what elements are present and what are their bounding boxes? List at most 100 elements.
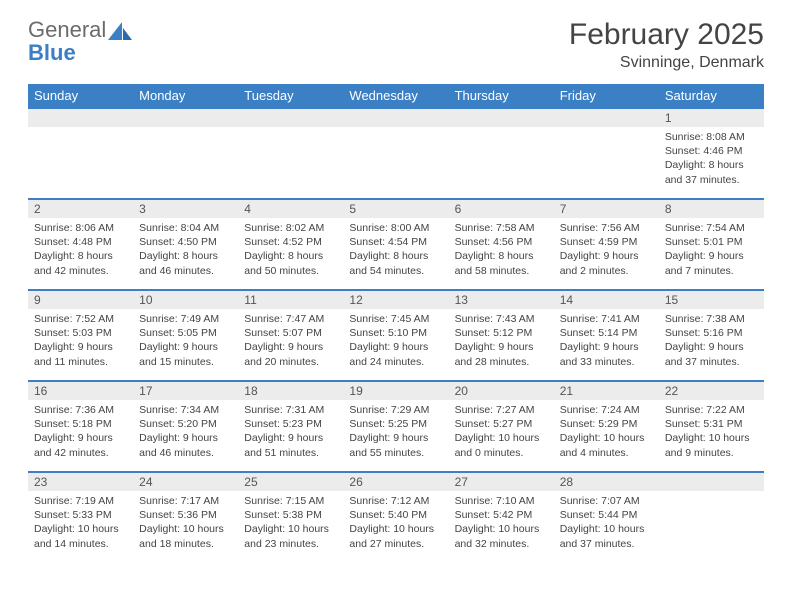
sunrise-text: Sunrise: 7:29 AM bbox=[349, 403, 442, 417]
day-cell: 28Sunrise: 7:07 AMSunset: 5:44 PMDayligh… bbox=[554, 472, 659, 563]
daylight-text: Daylight: 9 hours and 42 minutes. bbox=[34, 431, 127, 459]
daylight-text: Daylight: 10 hours and 37 minutes. bbox=[560, 522, 653, 550]
sunrise-text: Sunrise: 7:52 AM bbox=[34, 312, 127, 326]
sunset-text: Sunset: 5:29 PM bbox=[560, 417, 653, 431]
sunset-text: Sunset: 5:07 PM bbox=[244, 326, 337, 340]
sunrise-text: Sunrise: 7:34 AM bbox=[139, 403, 232, 417]
day-body: Sunrise: 7:19 AMSunset: 5:33 PMDaylight:… bbox=[28, 491, 133, 555]
week-row: 1Sunrise: 8:08 AMSunset: 4:46 PMDaylight… bbox=[28, 108, 764, 199]
daylight-text: Daylight: 9 hours and 15 minutes. bbox=[139, 340, 232, 368]
day-body: Sunrise: 7:36 AMSunset: 5:18 PMDaylight:… bbox=[28, 400, 133, 464]
day-cell: 9Sunrise: 7:52 AMSunset: 5:03 PMDaylight… bbox=[28, 290, 133, 381]
day-number: 24 bbox=[133, 473, 238, 491]
sunrise-text: Sunrise: 7:27 AM bbox=[455, 403, 548, 417]
day-body: Sunrise: 7:10 AMSunset: 5:42 PMDaylight:… bbox=[449, 491, 554, 555]
daylight-text: Daylight: 8 hours and 46 minutes. bbox=[139, 249, 232, 277]
day-cell: 2Sunrise: 8:06 AMSunset: 4:48 PMDaylight… bbox=[28, 199, 133, 290]
day-body bbox=[659, 491, 764, 551]
sunrise-text: Sunrise: 8:04 AM bbox=[139, 221, 232, 235]
sunset-text: Sunset: 5:16 PM bbox=[665, 326, 758, 340]
daylight-text: Daylight: 9 hours and 20 minutes. bbox=[244, 340, 337, 368]
day-body: Sunrise: 7:43 AMSunset: 5:12 PMDaylight:… bbox=[449, 309, 554, 373]
week-row: 16Sunrise: 7:36 AMSunset: 5:18 PMDayligh… bbox=[28, 381, 764, 472]
day-number bbox=[28, 109, 133, 127]
header: General Blue February 2025 Svinninge, De… bbox=[28, 18, 764, 72]
day-cell: 8Sunrise: 7:54 AMSunset: 5:01 PMDaylight… bbox=[659, 199, 764, 290]
daylight-text: Daylight: 10 hours and 23 minutes. bbox=[244, 522, 337, 550]
calendar-table: Sunday Monday Tuesday Wednesday Thursday… bbox=[28, 84, 764, 563]
day-body: Sunrise: 7:56 AMSunset: 4:59 PMDaylight:… bbox=[554, 218, 659, 282]
sunset-text: Sunset: 5:33 PM bbox=[34, 508, 127, 522]
dayhead-mon: Monday bbox=[133, 84, 238, 108]
daylight-text: Daylight: 9 hours and 55 minutes. bbox=[349, 431, 442, 459]
day-body bbox=[28, 127, 133, 187]
sunset-text: Sunset: 5:42 PM bbox=[455, 508, 548, 522]
dayhead-thu: Thursday bbox=[449, 84, 554, 108]
dayhead-sat: Saturday bbox=[659, 84, 764, 108]
day-cell bbox=[449, 108, 554, 199]
sunset-text: Sunset: 4:54 PM bbox=[349, 235, 442, 249]
day-body bbox=[343, 127, 448, 187]
sunrise-text: Sunrise: 7:49 AM bbox=[139, 312, 232, 326]
day-cell: 14Sunrise: 7:41 AMSunset: 5:14 PMDayligh… bbox=[554, 290, 659, 381]
daylight-text: Daylight: 9 hours and 28 minutes. bbox=[455, 340, 548, 368]
day-cell bbox=[659, 472, 764, 563]
day-number: 23 bbox=[28, 473, 133, 491]
sunset-text: Sunset: 5:44 PM bbox=[560, 508, 653, 522]
day-number: 25 bbox=[238, 473, 343, 491]
day-body: Sunrise: 7:31 AMSunset: 5:23 PMDaylight:… bbox=[238, 400, 343, 464]
sunrise-text: Sunrise: 7:38 AM bbox=[665, 312, 758, 326]
day-body: Sunrise: 7:22 AMSunset: 5:31 PMDaylight:… bbox=[659, 400, 764, 464]
sunrise-text: Sunrise: 7:45 AM bbox=[349, 312, 442, 326]
daylight-text: Daylight: 10 hours and 27 minutes. bbox=[349, 522, 442, 550]
day-body: Sunrise: 7:41 AMSunset: 5:14 PMDaylight:… bbox=[554, 309, 659, 373]
day-cell: 18Sunrise: 7:31 AMSunset: 5:23 PMDayligh… bbox=[238, 381, 343, 472]
daylight-text: Daylight: 10 hours and 14 minutes. bbox=[34, 522, 127, 550]
dayhead-tue: Tuesday bbox=[238, 84, 343, 108]
month-title: February 2025 bbox=[569, 18, 764, 52]
sunrise-text: Sunrise: 7:07 AM bbox=[560, 494, 653, 508]
day-body: Sunrise: 7:17 AMSunset: 5:36 PMDaylight:… bbox=[133, 491, 238, 555]
day-body: Sunrise: 7:07 AMSunset: 5:44 PMDaylight:… bbox=[554, 491, 659, 555]
sunrise-text: Sunrise: 7:12 AM bbox=[349, 494, 442, 508]
day-cell: 20Sunrise: 7:27 AMSunset: 5:27 PMDayligh… bbox=[449, 381, 554, 472]
day-number: 12 bbox=[343, 291, 448, 309]
logo-text-block: General Blue bbox=[28, 18, 132, 64]
day-number: 10 bbox=[133, 291, 238, 309]
daylight-text: Daylight: 8 hours and 42 minutes. bbox=[34, 249, 127, 277]
logo-word2: Blue bbox=[28, 41, 132, 64]
sunset-text: Sunset: 5:14 PM bbox=[560, 326, 653, 340]
day-body bbox=[238, 127, 343, 187]
dayhead-wed: Wednesday bbox=[343, 84, 448, 108]
day-cell: 25Sunrise: 7:15 AMSunset: 5:38 PMDayligh… bbox=[238, 472, 343, 563]
day-number: 18 bbox=[238, 382, 343, 400]
day-cell: 7Sunrise: 7:56 AMSunset: 4:59 PMDaylight… bbox=[554, 199, 659, 290]
sunrise-text: Sunrise: 7:31 AM bbox=[244, 403, 337, 417]
day-cell: 10Sunrise: 7:49 AMSunset: 5:05 PMDayligh… bbox=[133, 290, 238, 381]
sunrise-text: Sunrise: 7:15 AM bbox=[244, 494, 337, 508]
sunset-text: Sunset: 5:03 PM bbox=[34, 326, 127, 340]
day-cell: 15 Sunrise: 7:38 AMSunset: 5:16 PMDayligh… bbox=[659, 290, 764, 381]
day-number: 15 bbox=[659, 291, 764, 309]
calendar-body: 1Sunrise: 8:08 AMSunset: 4:46 PMDaylight… bbox=[28, 108, 764, 563]
sunrise-text: Sunrise: 7:19 AM bbox=[34, 494, 127, 508]
day-cell: 26Sunrise: 7:12 AMSunset: 5:40 PMDayligh… bbox=[343, 472, 448, 563]
day-body: Sunrise: 7:52 AMSunset: 5:03 PMDaylight:… bbox=[28, 309, 133, 373]
day-body: Sunrise: 7:29 AMSunset: 5:25 PMDaylight:… bbox=[343, 400, 448, 464]
day-cell: 23Sunrise: 7:19 AMSunset: 5:33 PMDayligh… bbox=[28, 472, 133, 563]
day-cell: 27Sunrise: 7:10 AMSunset: 5:42 PMDayligh… bbox=[449, 472, 554, 563]
sunrise-text: Sunrise: 8:08 AM bbox=[665, 130, 758, 144]
day-number: 4 bbox=[238, 200, 343, 218]
day-body: Sunrise: 8:00 AMSunset: 4:54 PMDaylight:… bbox=[343, 218, 448, 282]
day-number: 9 bbox=[28, 291, 133, 309]
day-cell: 19Sunrise: 7:29 AMSunset: 5:25 PMDayligh… bbox=[343, 381, 448, 472]
logo-word1: General bbox=[28, 18, 106, 41]
sunset-text: Sunset: 5:20 PM bbox=[139, 417, 232, 431]
sunset-text: Sunset: 5:01 PM bbox=[665, 235, 758, 249]
sunset-text: Sunset: 4:50 PM bbox=[139, 235, 232, 249]
sunrise-text: Sunrise: 7:24 AM bbox=[560, 403, 653, 417]
daylight-text: Daylight: 9 hours and 37 minutes. bbox=[665, 340, 758, 368]
day-cell: 21Sunrise: 7:24 AMSunset: 5:29 PMDayligh… bbox=[554, 381, 659, 472]
day-cell bbox=[238, 108, 343, 199]
day-cell: 1Sunrise: 8:08 AMSunset: 4:46 PMDaylight… bbox=[659, 108, 764, 199]
